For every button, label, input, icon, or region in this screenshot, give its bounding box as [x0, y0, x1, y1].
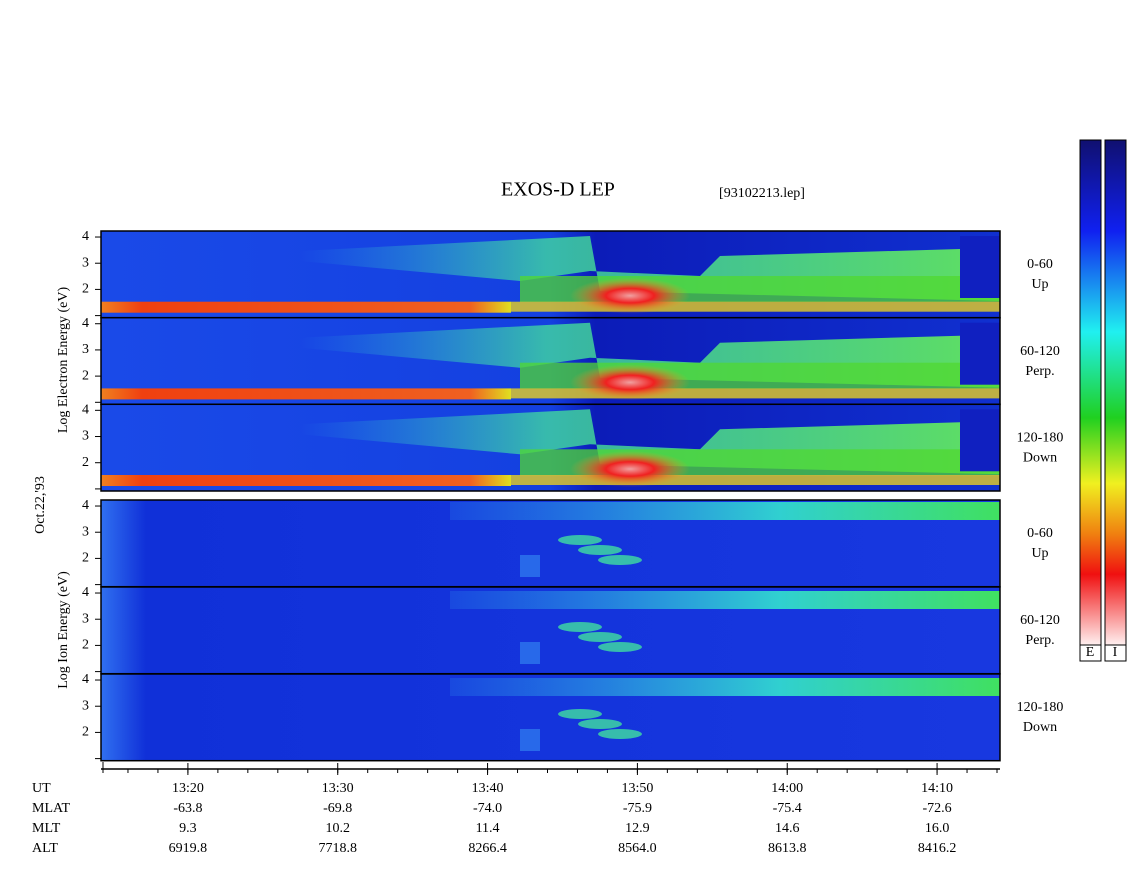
spectrogram-feature: [520, 555, 540, 577]
spectrogram-feature: [511, 475, 1000, 485]
row-value: 8266.4: [468, 841, 507, 856]
y-tick-label: 4: [82, 498, 89, 513]
row-value: -69.8: [323, 801, 352, 816]
x-tick-label: 13:40: [472, 781, 504, 796]
y-tick-label: 3: [82, 342, 89, 357]
spectrogram-feature: [520, 729, 540, 751]
y-tick-label: 2: [82, 551, 89, 566]
panel-angle: 60-120: [1020, 344, 1060, 359]
colorbar-box: [1079, 644, 1102, 662]
row-value: 12.9: [625, 821, 650, 836]
row-value: -74.0: [473, 801, 502, 816]
y-tick-label: 3: [82, 524, 89, 539]
colorbar: [1079, 139, 1102, 646]
panel-angle: 120-180: [1017, 700, 1064, 715]
spectrogram-feature: [578, 632, 622, 642]
ion-axis-label: Log Ion Energy (eV): [56, 571, 71, 689]
spectrogram-feature: [598, 555, 642, 565]
row-value: -75.4: [773, 801, 802, 816]
y-tick-label: 2: [82, 638, 89, 653]
row-value: 8564.0: [618, 841, 657, 856]
y-tick-label: 4: [82, 403, 89, 418]
panel-direction: Up: [1031, 546, 1048, 561]
colorbar-label: I: [1113, 645, 1118, 660]
y-tick-label: 3: [82, 698, 89, 713]
spectrogram-feature: [570, 451, 690, 487]
panel-direction: Perp.: [1025, 633, 1054, 648]
y-tick-label: 4: [82, 229, 89, 244]
spectrogram-feature: [101, 301, 511, 313]
row-value: -63.8: [173, 801, 202, 816]
row-value: -72.6: [922, 801, 951, 816]
y-tick-label: 2: [82, 725, 89, 740]
spectrogram-feature: [450, 678, 1000, 696]
spectrogram-feature: [558, 709, 602, 719]
panel-direction: Down: [1023, 720, 1057, 735]
row-value: 8416.2: [918, 841, 957, 856]
x-tick-label: 14:00: [771, 781, 803, 796]
panel-direction: Down: [1023, 451, 1057, 466]
spectrogram-feature: [520, 642, 540, 664]
spectrogram-feature: [578, 719, 622, 729]
row-value: 9.3: [179, 821, 197, 836]
panel-direction: Perp.: [1025, 364, 1054, 379]
spectrogram-feature: [450, 502, 1000, 520]
panel-frame: [100, 403, 1001, 492]
spectrogram-feature: [450, 591, 1000, 609]
spectrogram-feature: [570, 364, 690, 401]
x-tick-label: 13:20: [172, 781, 204, 796]
spectrogram-feature: [101, 388, 511, 400]
x-tick-label: 13:50: [621, 781, 653, 796]
spectrogram-feature: [570, 277, 690, 314]
row-value: 8613.8: [768, 841, 807, 856]
row-value: 16.0: [925, 821, 950, 836]
row-label: UT: [32, 781, 51, 796]
date-label: Oct.22,'93: [33, 476, 48, 534]
panel-frame: [100, 673, 1001, 762]
y-tick-label: 3: [82, 611, 89, 626]
spectrogram-feature: [101, 475, 511, 486]
y-tick-label: 4: [82, 585, 89, 600]
panel-angle: 120-180: [1017, 431, 1064, 446]
colorbar-label: E: [1086, 645, 1095, 660]
y-tick-label: 4: [82, 672, 89, 687]
panel-direction: Up: [1031, 277, 1048, 292]
y-tick-label: 2: [82, 455, 89, 470]
row-value: -75.9: [623, 801, 652, 816]
spectrogram-feature: [511, 301, 1000, 312]
panel-angle: 0-60: [1027, 257, 1053, 272]
row-value: 10.2: [325, 821, 350, 836]
spectrogram-feature: [960, 236, 1000, 298]
row-value: 11.4: [476, 821, 500, 836]
y-tick-label: 4: [82, 316, 89, 331]
spectrogram-feature: [960, 409, 1000, 472]
spectrogram-feature: [558, 535, 602, 545]
spectrogram-feature: [598, 642, 642, 652]
row-label: ALT: [32, 841, 58, 856]
y-tick-label: 3: [82, 255, 89, 270]
row-value: 6919.8: [169, 841, 208, 856]
spectrogram-feature: [511, 388, 1000, 399]
colorbar-box: [1104, 644, 1127, 662]
y-tick-label: 2: [82, 368, 89, 383]
row-value: 7718.8: [318, 841, 357, 856]
colorbar: [1104, 139, 1127, 646]
row-label: MLT: [32, 821, 61, 836]
electron-axis-label: Log Electron Energy (eV): [56, 287, 71, 434]
spectrogram-feature: [558, 622, 602, 632]
panel-angle: 60-120: [1020, 613, 1060, 628]
x-tick-label: 14:10: [921, 781, 953, 796]
y-tick-label: 2: [82, 282, 89, 297]
spectrogram-feature: [578, 545, 622, 555]
y-tick-label: 3: [82, 429, 89, 444]
title: EXOS-D LEP: [501, 179, 615, 201]
spectrogram-feature: [598, 729, 642, 739]
x-tick-label: 13:30: [322, 781, 354, 796]
row-value: 14.6: [775, 821, 800, 836]
spectrogram-feature: [960, 322, 1000, 385]
row-label: MLAT: [32, 801, 71, 816]
file-name: [93102213.lep]: [719, 186, 805, 201]
panel-angle: 0-60: [1027, 526, 1053, 541]
